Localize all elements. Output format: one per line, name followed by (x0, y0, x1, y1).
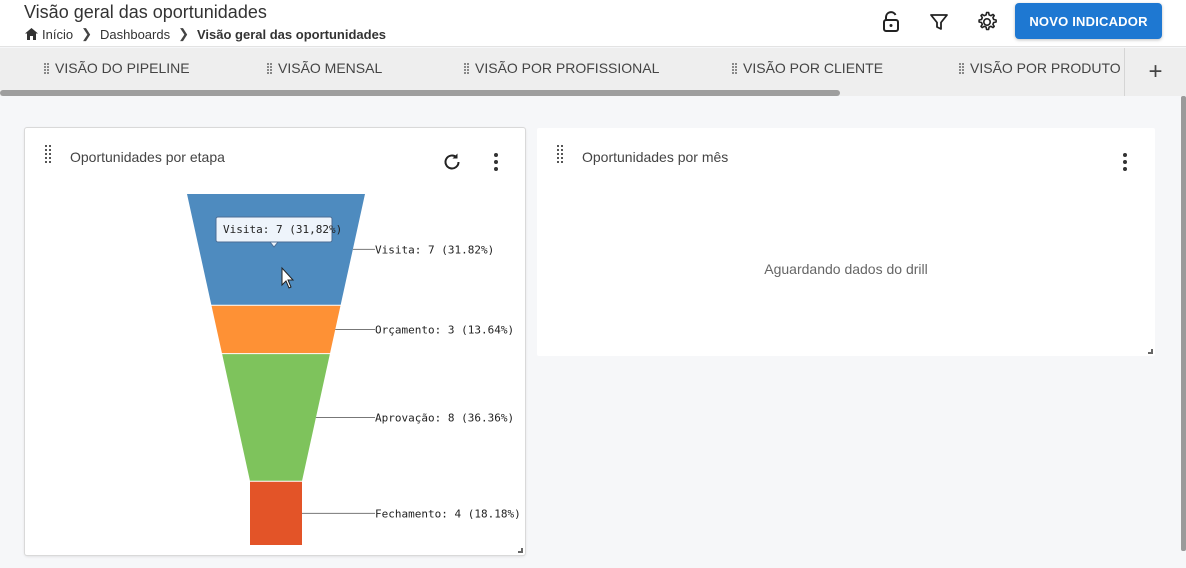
card-opportunities-by-stage: Oportunidades por etapa Visita: 7 (31.82… (25, 128, 525, 555)
chart-tooltip: Visita: 7 (31,82%) (215, 216, 342, 248)
funnel-segment-2[interactable] (222, 354, 330, 481)
funnel-segment-0[interactable] (187, 194, 365, 305)
resize-handle[interactable] (1148, 349, 1153, 354)
drag-handle-icon[interactable] (557, 145, 563, 163)
resize-handle[interactable] (518, 548, 523, 553)
drag-handle-icon[interactable] (959, 62, 964, 74)
unlock-icon[interactable] (879, 10, 903, 34)
breadcrumb-current: Visão geral das oportunidades (197, 26, 387, 42)
funnel-data-label: Visita: 7 (31.82%) (375, 243, 494, 256)
tab-label: VISÃO POR PRODUTO (970, 60, 1121, 76)
funnel-data-label: Aprovação: 8 (36.36%) (375, 411, 514, 424)
drag-handle-icon[interactable] (44, 62, 49, 74)
drag-handle-icon[interactable] (45, 145, 51, 163)
tab-label: VISÃO POR PROFISSIONAL (475, 60, 660, 76)
tab-label: VISÃO MENSAL (278, 60, 383, 76)
more-options-icon[interactable] (1123, 153, 1127, 171)
mouse-cursor-icon (281, 266, 295, 289)
page-title: Visão geral das oportunidades (24, 2, 267, 22)
drag-handle-icon[interactable] (732, 62, 737, 74)
funnel-data-label: Fechamento: 4 (18.18%) (375, 507, 521, 520)
home-icon[interactable] (25, 28, 38, 40)
drag-handle-icon[interactable] (464, 62, 469, 74)
svg-text:Visita: 7 (31,82%): Visita: 7 (31,82%) (223, 223, 342, 236)
funnel-chart: Visita: 7 (31.82%) Orçamento: 3 (13.64%) A… (187, 194, 521, 545)
card-title: Oportunidades por mês (582, 149, 729, 165)
empty-state-message: Aguardando dados do drill (764, 261, 928, 277)
tab-label: VISÃO POR CLIENTE (743, 60, 884, 76)
more-options-icon[interactable] (494, 153, 498, 171)
page-scrollbar[interactable] (1181, 96, 1186, 551)
new-indicator-button[interactable]: NOVO INDICADOR (1015, 3, 1162, 39)
tab-mensal[interactable]: VISÃO MENSAL (267, 60, 382, 76)
tab-label: VISÃO DO PIPELINE (55, 60, 190, 76)
funnel-segment-3[interactable] (250, 481, 302, 545)
refresh-icon[interactable] (441, 151, 463, 173)
tab-cliente[interactable]: VISÃO POR CLIENTE (732, 60, 883, 76)
card-opportunities-by-month: Oportunidades por mês Aguardando dados d… (537, 128, 1155, 356)
chevron-right-icon: ❯ (178, 26, 189, 41)
tab-bar: VISÃO DO PIPELINE VISÃO MENSAL VISÃO POR… (0, 48, 1186, 96)
breadcrumb-home[interactable]: Início (42, 26, 74, 42)
chevron-right-icon: ❯ (81, 26, 92, 41)
drag-handle-icon[interactable] (267, 62, 272, 74)
breadcrumb-dashboards[interactable]: Dashboards (99, 26, 171, 42)
tab-produto[interactable]: VISÃO POR PRODUTO (959, 60, 1121, 76)
filter-icon[interactable] (927, 10, 951, 34)
tab-profissional[interactable]: VISÃO POR PROFISSIONAL (464, 60, 659, 76)
funnel-data-label: Orçamento: 3 (13.64%) (375, 323, 514, 336)
funnel-segment-1[interactable] (211, 305, 341, 354)
tab-scrollbar[interactable] (0, 90, 840, 96)
tab-pipeline[interactable]: VISÃO DO PIPELINE (44, 60, 190, 76)
card-title: Oportunidades por etapa (70, 149, 225, 165)
add-tab-button[interactable]: + (1124, 48, 1186, 96)
top-header: Visão geral das oportunidades Início ❯ D… (0, 0, 1186, 47)
breadcrumb: Início ❯ Dashboards ❯ Visão geral das op… (25, 26, 386, 42)
gear-icon[interactable] (975, 10, 999, 34)
